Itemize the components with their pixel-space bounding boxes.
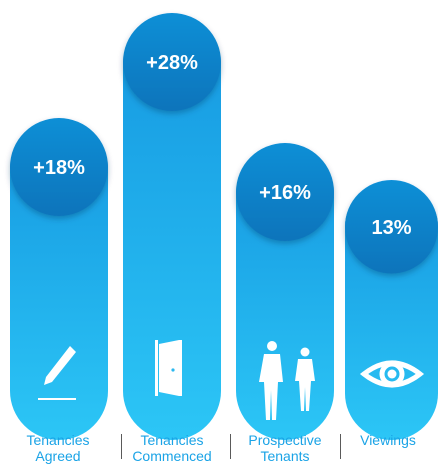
door-icon: [155, 340, 182, 396]
category-label-tenancies-agreed: Tenancies Agreed: [26, 432, 90, 464]
category-label-prospective-tenants: Prospective Tenants: [248, 432, 322, 464]
people-icon: [259, 341, 315, 420]
icons-layer: [38, 340, 425, 420]
value-circle-viewings: [345, 180, 438, 274]
bar-tenancies-commenced: [123, 15, 221, 440]
data-label-tenancies-agreed: +18%: [33, 157, 85, 179]
separator: [230, 434, 231, 459]
bars-layer: +18% +28% +16% 13%: [10, 13, 438, 440]
data-label-prospective-tenants: +16%: [259, 182, 311, 204]
value-circle-tenancies-commenced: [123, 13, 221, 111]
eye-icon: [359, 360, 425, 388]
pencil-icon: [38, 346, 76, 400]
category-label-tenancies-commenced: Tenancies Commenced: [132, 432, 212, 464]
data-label-tenancies-commenced: +28%: [146, 52, 198, 74]
value-circle-prospective-tenants: [236, 143, 334, 241]
separator: [340, 434, 341, 459]
separator: [121, 434, 122, 459]
value-circle-tenancies-agreed: [10, 118, 108, 216]
data-label-viewings: 13%: [371, 217, 411, 239]
category-label-viewings: Viewings: [360, 432, 416, 448]
